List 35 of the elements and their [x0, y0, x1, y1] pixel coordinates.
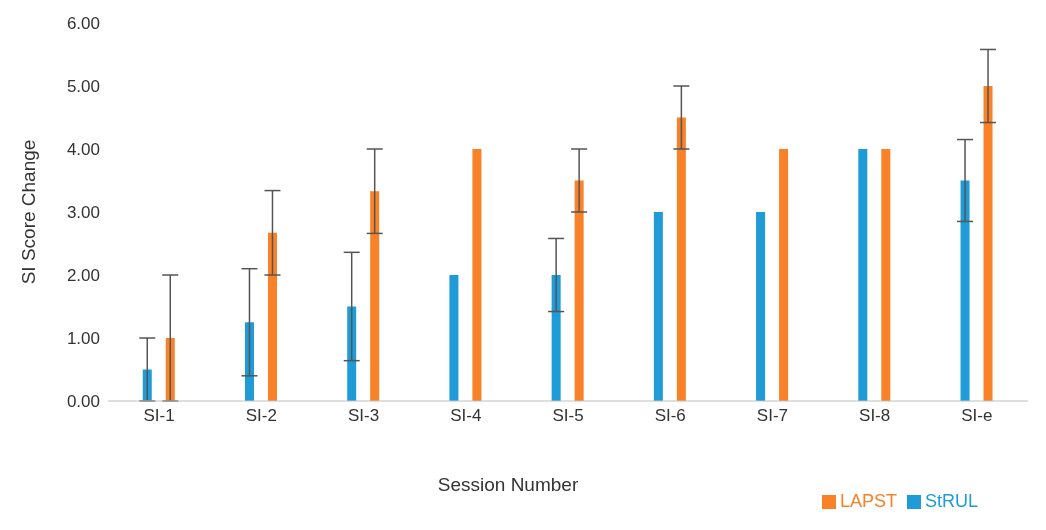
x-tick-label: SI-2	[245, 406, 277, 426]
x-tick-label: SI-e	[961, 406, 993, 426]
x-tick-label: SI-7	[756, 406, 789, 426]
bar	[676, 117, 686, 401]
y-tick-label: 3.00	[66, 203, 100, 223]
y-tick-label: 0.00	[66, 392, 100, 412]
legend-label: LAPST	[839, 491, 897, 511]
bar	[574, 180, 584, 401]
bar	[779, 149, 789, 401]
bar	[983, 86, 993, 401]
bar	[449, 275, 459, 401]
bar	[960, 180, 970, 401]
x-axis-title: Session Number	[437, 474, 579, 495]
x-tick-label: SI-3	[347, 406, 380, 426]
y-tick-label: 1.00	[66, 329, 100, 349]
bar	[551, 275, 561, 401]
legend-label: StRUL	[924, 491, 978, 511]
x-tick-label: SI-5	[552, 406, 584, 426]
x-tick-label: SI-8	[859, 406, 891, 426]
bar	[858, 149, 868, 401]
y-tick-label: 2.00	[66, 266, 100, 286]
y-tick-label: 5.00	[66, 77, 100, 97]
bar	[756, 212, 766, 401]
bar	[881, 149, 891, 401]
bar	[370, 191, 380, 401]
y-axis-title: SI Score Change	[17, 139, 39, 285]
x-tick-label: SI-6	[654, 406, 686, 426]
bar	[267, 232, 277, 401]
y-tick-label: 6.00	[66, 14, 100, 34]
bar	[653, 212, 663, 401]
bar	[472, 149, 482, 401]
bar	[347, 306, 357, 401]
x-tick-label: SI-1	[143, 406, 175, 426]
y-tick-label: 4.00	[66, 140, 100, 160]
x-tick-label: SI-4	[450, 406, 482, 426]
